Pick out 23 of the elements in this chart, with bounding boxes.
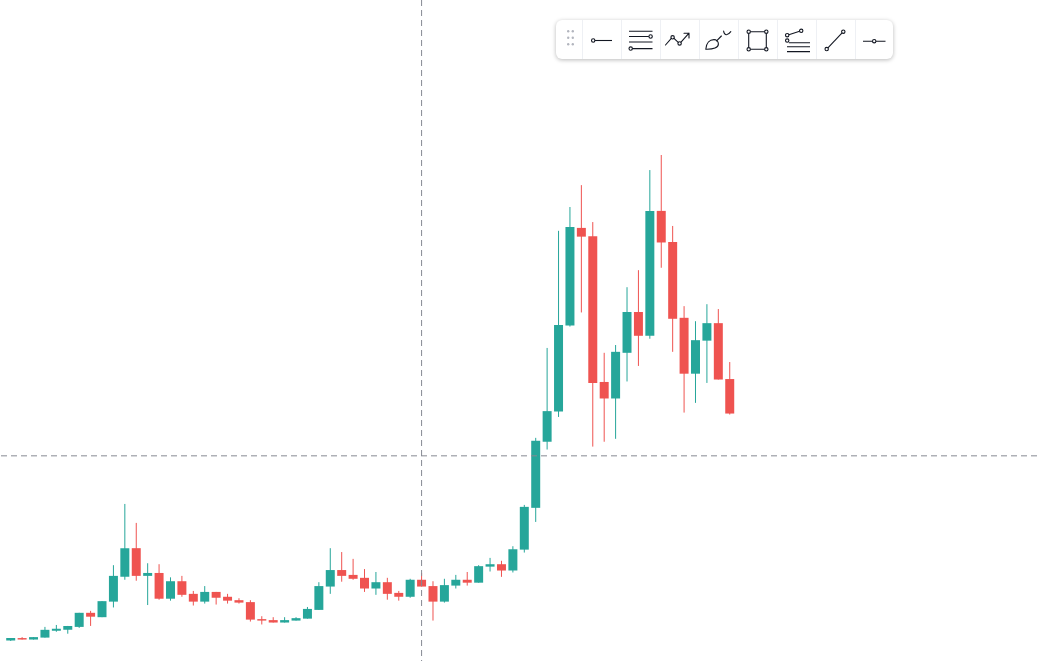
candlestick [599,352,609,443]
candlestick [439,578,449,604]
candlestick [633,269,643,367]
candlestick [245,599,255,623]
candlestick [428,580,438,622]
candlestick [348,558,358,581]
candlestick [382,577,392,601]
candlestick [485,557,495,572]
candlestick [405,578,415,599]
candlestick [325,547,335,595]
candlestick [234,597,244,605]
candlestick [314,581,324,611]
candlestick [508,545,518,573]
candlestick [576,184,586,313]
candlestick [337,551,347,583]
candlestick [371,571,381,596]
candlestick [702,303,712,384]
candlestick [166,576,175,602]
candlestick [211,591,221,606]
candlestick [17,636,27,641]
candlestick [360,568,370,593]
candlestick [177,575,187,598]
candlestick [143,562,153,606]
